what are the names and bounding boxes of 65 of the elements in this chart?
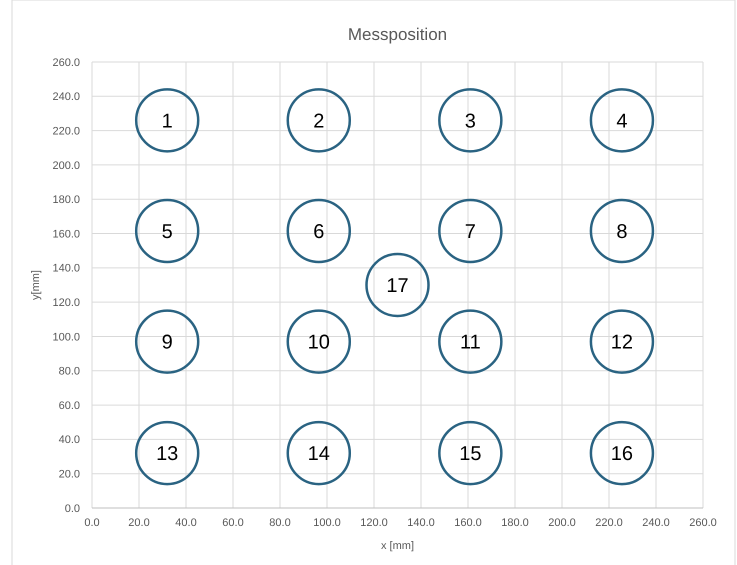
y-tick-label: 20.0 [58,468,80,481]
annotation: 1 [162,110,173,132]
x-axis-title: x [mm] [381,540,414,552]
x-tick-label: 120.0 [360,517,388,529]
x-tick-label: 160.0 [454,517,482,529]
x-tick-label: 60.0 [222,517,244,529]
annotation: 15 [459,443,482,466]
x-tick-label: 140.0 [407,517,435,529]
y-tick-label: 200.0 [52,160,80,172]
x-tick-label: 200.0 [548,517,576,529]
point [134,198,200,264]
y-tick-label: 240.0 [52,91,80,104]
annotation: 13 [156,443,178,466]
y-tick-label: 60.0 [58,400,80,412]
y-tick-label: 40.0 [58,434,80,446]
y-tick-label: 0.0 [64,502,80,515]
point [286,88,352,153]
point [134,309,200,374]
annotation: 4 [616,110,628,132]
chart-title: Messposition [348,25,448,44]
annotation: 7 [464,220,476,243]
x-tick-label: 40.0 [175,517,197,529]
annotation: 8 [616,220,628,243]
y-tick-label: 160.0 [52,228,80,240]
annotation: 16 [610,443,634,466]
y-tick-label: 100.0 [52,331,80,344]
x-tick-label: 100.0 [313,517,341,529]
point [590,198,654,264]
point [590,88,654,153]
point [286,420,352,486]
x-tick-label: 80.0 [269,517,291,529]
y-tick-label: 80.0 [58,366,80,378]
point [438,420,503,486]
annotation: 17 [386,275,409,297]
annotation: 9 [162,332,173,354]
x-tick-label: 180.0 [501,517,529,529]
annotation: 5 [162,220,173,243]
x-tick-label: 220.0 [595,517,623,529]
x-tick-label: 240.0 [642,517,670,529]
point [590,420,654,486]
point [134,88,200,153]
y-tick-label: 140.0 [52,262,80,275]
point [286,309,352,374]
point [286,198,352,264]
annotation: 6 [313,220,324,243]
y-tick-label: 180.0 [52,194,80,206]
annotation: 2 [313,110,324,132]
point [590,309,654,374]
y-tick-label: 260.0 [52,56,80,69]
annotation: 12 [610,332,634,354]
point [438,309,503,374]
x-tick-label: 0.0 [84,517,100,529]
y-tick-label: 120.0 [52,297,80,310]
y-tick-label: 220.0 [52,125,80,138]
annotation: 11 [460,332,481,354]
point [438,198,503,264]
y-axis-title: y[mm] [30,270,42,300]
annotation: 10 [308,332,330,354]
annotation: 14 [308,443,330,466]
point [134,420,200,486]
point [438,88,503,153]
point [365,252,430,318]
x-tick-label: 20.0 [128,517,150,529]
x-tick-label: 260.0 [689,517,717,529]
annotation: 3 [464,110,476,132]
